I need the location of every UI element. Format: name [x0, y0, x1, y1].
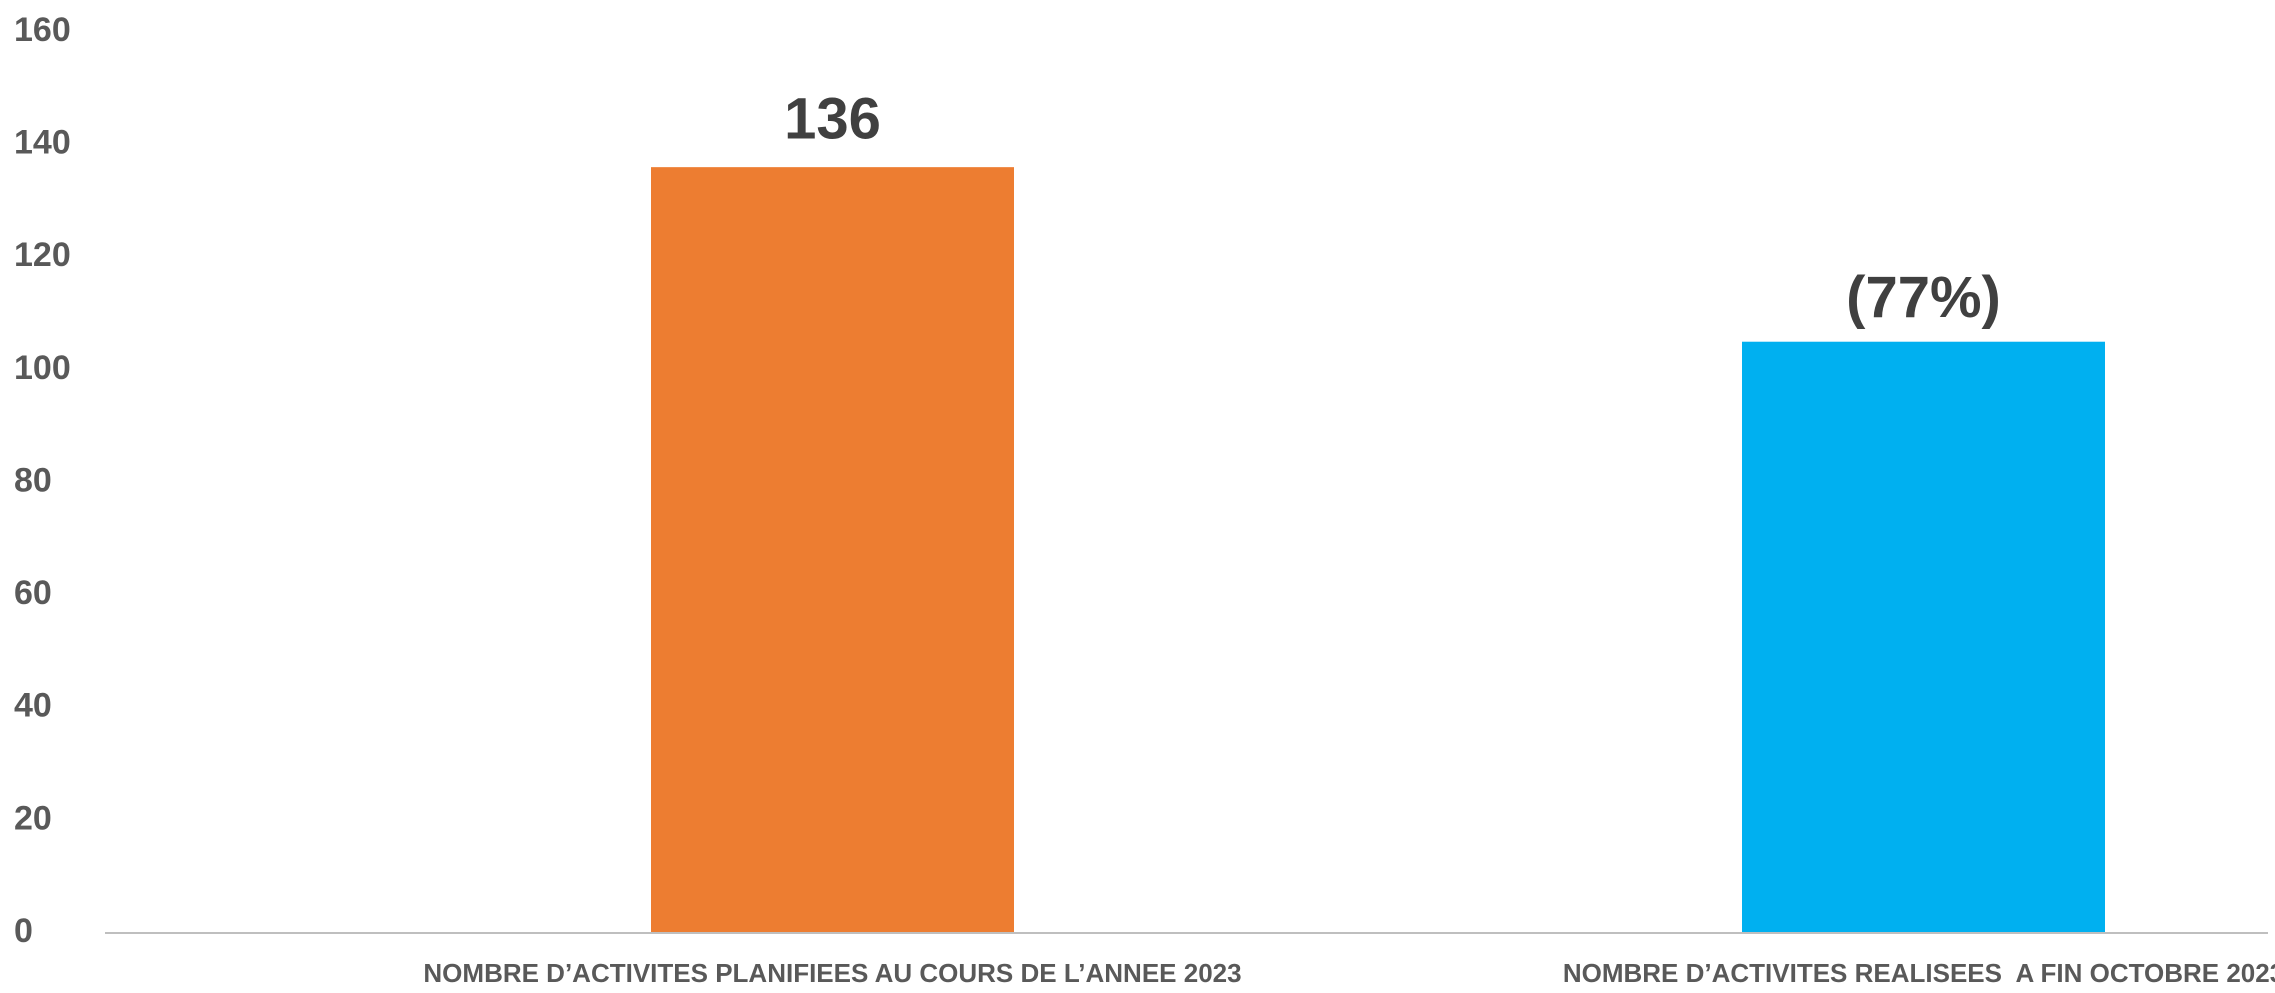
- y-tick-label: 0: [14, 912, 33, 950]
- x-tick-label: NOMBRE D’ACTIVITES REALISEES A FIN OCTOB…: [1563, 958, 2275, 988]
- y-tick-label: 40: [14, 687, 52, 725]
- y-tick-label: 140: [14, 124, 71, 162]
- y-tick-label: 100: [14, 349, 71, 387]
- y-tick-label: 80: [14, 461, 52, 499]
- y-tick-label: 20: [14, 799, 52, 837]
- y-tick-label: 160: [14, 11, 71, 49]
- bar: [651, 167, 1014, 933]
- x-tick-label: NOMBRE D’ACTIVITES PLANIFIEES AU COURS D…: [423, 958, 1241, 988]
- y-tick-label: 120: [14, 236, 71, 274]
- data-label: 136: [784, 86, 881, 151]
- annotation: (77%): [1846, 265, 2001, 330]
- y-tick-label: 60: [14, 574, 52, 612]
- bar: [1742, 341, 2105, 933]
